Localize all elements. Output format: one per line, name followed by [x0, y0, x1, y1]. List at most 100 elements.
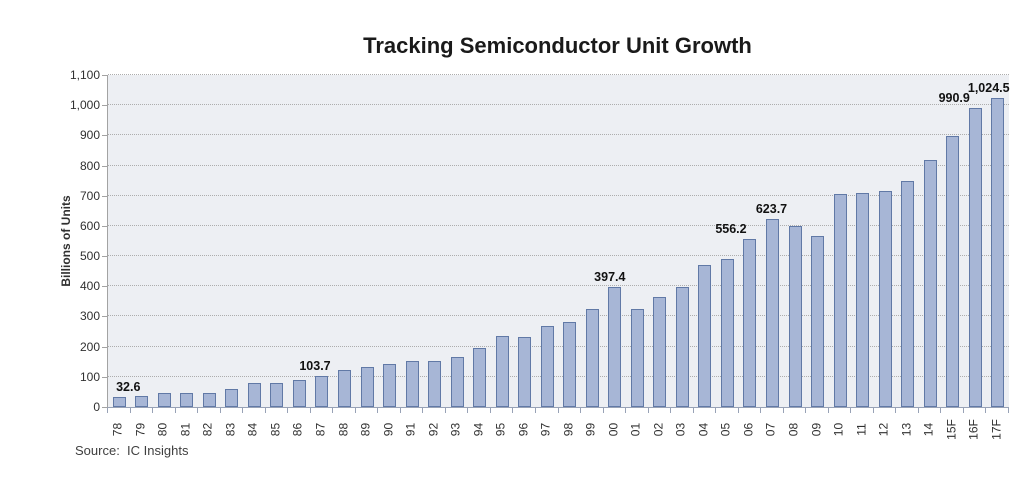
y-tick-label: 0 — [93, 400, 100, 414]
bar-value-label: 623.7 — [755, 201, 788, 216]
x-axis-tick — [332, 408, 333, 413]
bar-85 — [270, 383, 284, 407]
bar-01 — [630, 309, 644, 407]
bar-87 — [315, 376, 329, 407]
x-tick-label: 90 — [381, 422, 396, 437]
x-tick-label: 04 — [696, 422, 711, 437]
bar-value-label: 32.6 — [116, 380, 141, 395]
x-tick-label: 00 — [606, 422, 621, 437]
x-axis-tick — [985, 408, 986, 413]
bar-86 — [292, 380, 306, 407]
x-tick-label: 08 — [786, 422, 801, 437]
bar-80 — [157, 393, 171, 407]
x-tick-label: 88 — [336, 422, 350, 437]
x-axis-tick — [940, 408, 941, 413]
x-tick-label: 93 — [448, 422, 463, 437]
x-tick-label: 17F — [989, 419, 1004, 440]
gridline — [108, 134, 1009, 136]
bar-08 — [788, 226, 802, 407]
x-axis-tick — [535, 408, 536, 413]
x-tick-label: 14 — [921, 422, 936, 437]
gridline — [108, 164, 1009, 166]
x-axis-tick — [512, 408, 513, 413]
bar-91 — [405, 361, 419, 407]
bar-value-label: 990.9 — [938, 90, 970, 105]
bar-81 — [180, 393, 194, 407]
y-axis-tick — [102, 376, 107, 378]
x-axis-tick — [805, 408, 806, 413]
x-tick-label: 82 — [200, 422, 215, 437]
x-axis-tick — [220, 408, 221, 413]
x-axis-tick — [467, 408, 468, 413]
y-tick-label: 800 — [79, 158, 100, 173]
x-tick-label: 96 — [516, 422, 531, 437]
y-tick-label: 400 — [79, 279, 100, 294]
bar-15F — [946, 136, 960, 407]
x-axis-tick — [377, 408, 378, 413]
x-axis-tick — [355, 408, 356, 413]
y-tick-label: 500 — [79, 249, 100, 264]
x-tick-label: 06 — [741, 422, 756, 437]
y-tick-label: 1,100 — [69, 68, 100, 82]
bar-95 — [495, 336, 509, 407]
bar-value-label: 397.4 — [594, 270, 626, 285]
x-axis-tick — [648, 408, 649, 413]
bar-00 — [608, 287, 622, 407]
gridline — [108, 104, 1009, 106]
bar-84 — [247, 383, 261, 407]
y-axis-tick — [102, 316, 107, 318]
x-axis-tick — [152, 408, 153, 413]
bar-78 — [112, 397, 126, 407]
gridline — [108, 255, 1009, 257]
bar-90 — [383, 364, 397, 407]
bar-89 — [360, 367, 374, 407]
gridline — [108, 194, 1009, 196]
x-tick-label: 12 — [876, 422, 891, 437]
x-axis-tick — [265, 408, 266, 413]
bar-93 — [450, 357, 464, 407]
x-axis-tick — [422, 408, 423, 413]
x-tick-label: 09 — [809, 422, 824, 437]
gridline — [108, 224, 1009, 226]
x-axis-tick — [175, 408, 176, 413]
y-tick-label: 900 — [79, 128, 100, 143]
x-tick-label: 79 — [133, 422, 148, 437]
x-tick-label: 15F — [944, 419, 959, 440]
x-axis-tick — [850, 408, 851, 413]
x-tick-label: 01 — [628, 422, 643, 437]
bar-97 — [540, 326, 554, 407]
y-axis-tick — [102, 225, 107, 227]
gridline — [108, 285, 1009, 287]
x-tick-label: 95 — [493, 422, 508, 437]
x-tick-label: 94 — [471, 422, 486, 437]
x-tick-label: 81 — [178, 422, 193, 437]
x-tick-label: 16F — [966, 419, 981, 440]
x-tick-label: 98 — [561, 422, 576, 437]
chart-title: Tracking Semiconductor Unit Growth — [363, 33, 752, 58]
bar-83 — [225, 389, 239, 407]
y-tick-label: 100 — [79, 369, 100, 384]
x-axis-tick — [873, 408, 874, 413]
y-axis-tick — [102, 286, 107, 288]
bar-96 — [518, 337, 532, 407]
x-tick-label: 84 — [245, 422, 260, 437]
bar-10 — [833, 194, 847, 407]
x-axis-tick — [310, 408, 311, 413]
bar-04 — [698, 265, 712, 407]
x-tick-label: 85 — [268, 422, 283, 437]
x-axis-tick — [760, 408, 761, 413]
x-tick-label: 03 — [673, 422, 688, 437]
x-tick-label: 07 — [763, 422, 778, 437]
x-tick-label: 89 — [358, 422, 373, 437]
x-axis-tick — [625, 408, 626, 413]
gridline — [108, 345, 1009, 347]
x-axis-tick — [693, 408, 694, 413]
bar-02 — [653, 297, 667, 407]
y-axis-tick — [102, 75, 107, 76]
y-axis-tick — [102, 346, 107, 348]
gridline — [108, 74, 1009, 75]
x-tick-label: 05 — [718, 422, 733, 437]
bar-03 — [675, 287, 689, 407]
x-tick-label: 83 — [223, 422, 238, 437]
